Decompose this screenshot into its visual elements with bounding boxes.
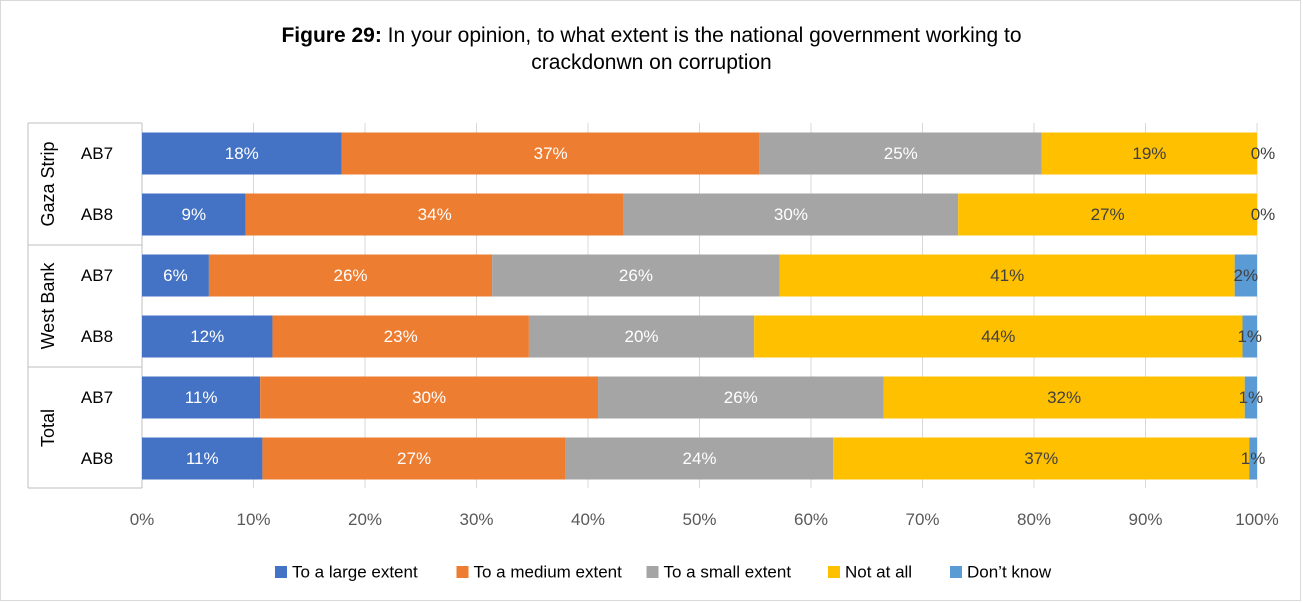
bar-segment: [598, 376, 884, 419]
group-label: Gaza Strip: [38, 141, 58, 226]
bar-segment: [142, 437, 263, 480]
bar-segment: [779, 254, 1235, 297]
bar-segment: [260, 376, 599, 419]
data-label: 1%: [1241, 449, 1266, 468]
bar-segment: [142, 254, 209, 297]
data-label: 44%: [981, 327, 1015, 346]
data-label: 2%: [1234, 266, 1259, 285]
data-label: 18%: [225, 144, 259, 163]
legend-swatch: [456, 566, 469, 578]
bar-segment: [245, 193, 624, 236]
data-label: 32%: [1047, 388, 1081, 407]
data-label: 25%: [884, 144, 918, 163]
bar-segment: [262, 437, 566, 480]
row-label: AB7: [81, 144, 113, 163]
data-label: 37%: [1024, 449, 1058, 468]
data-label: 1%: [1237, 327, 1262, 346]
data-label: 6%: [163, 266, 188, 285]
data-label: 11%: [185, 388, 218, 407]
bar-segment: [1041, 132, 1257, 175]
legend-label: To a small extent: [664, 563, 792, 582]
data-label: 37%: [534, 144, 568, 163]
row-label: AB8: [81, 449, 113, 468]
data-label: 30%: [774, 205, 808, 224]
data-label: 1%: [1239, 388, 1264, 407]
legend-swatch: [646, 566, 659, 578]
x-tick-label: 50%: [682, 510, 716, 529]
legend-label: Not at all: [845, 563, 912, 582]
bar-segment: [1249, 437, 1257, 480]
bar-segment: [1234, 254, 1257, 297]
data-label: 34%: [418, 205, 452, 224]
bar-segment: [958, 193, 1257, 236]
bar-segment: [883, 376, 1245, 419]
group-label: Total: [38, 409, 58, 447]
legend-label: To a large extent: [292, 563, 418, 582]
group-label: West Bank: [38, 262, 58, 350]
bar-segment: [142, 315, 273, 358]
legend-swatch: [950, 566, 962, 578]
row-label: AB8: [81, 327, 113, 346]
data-label: 30%: [412, 388, 446, 407]
x-tick-label: 10%: [236, 510, 270, 529]
chart-title: Figure 29: In your opinion, to what exte…: [0, 22, 1303, 76]
legend-swatch: [828, 566, 840, 578]
title-line-2: crackdonwn on corruption: [531, 51, 772, 74]
data-label: 27%: [1091, 205, 1125, 224]
bar-segment: [142, 193, 246, 236]
bar-segment: [142, 376, 261, 419]
bar-segment: [759, 132, 1042, 175]
data-label: 9%: [182, 205, 207, 224]
bar-segment: [565, 437, 834, 480]
x-tick-label: 90%: [1128, 510, 1162, 529]
data-label: 19%: [1132, 144, 1166, 163]
x-tick-label: 60%: [794, 510, 828, 529]
bar-segment: [492, 254, 780, 297]
bar-segment: [754, 315, 1243, 358]
bar-segment: [1244, 376, 1257, 419]
legend-swatch: [275, 566, 287, 578]
title-text-1: In your opinion, to what extent is the n…: [381, 24, 1022, 47]
bar-segment: [833, 437, 1250, 480]
bar-segment: [341, 132, 760, 175]
data-label: 41%: [990, 266, 1024, 285]
row-label: AB8: [81, 205, 113, 224]
x-tick-label: 0%: [130, 510, 155, 529]
data-label: 24%: [682, 449, 716, 468]
bar-segment: [528, 315, 755, 358]
data-label: 11%: [186, 449, 219, 468]
bar-segment: [208, 254, 493, 297]
x-tick-label: 30%: [459, 510, 493, 529]
row-label: AB7: [81, 266, 113, 285]
data-label: 27%: [397, 449, 431, 468]
data-label: 23%: [384, 327, 418, 346]
bar-segment: [142, 132, 342, 175]
data-label: 0%: [1251, 144, 1276, 163]
legend-label: Don’t know: [967, 563, 1052, 582]
data-label: 20%: [625, 327, 659, 346]
x-tick-label: 40%: [571, 510, 605, 529]
legend-label: To a medium extent: [474, 563, 623, 582]
data-label: 26%: [724, 388, 758, 407]
row-label: AB7: [81, 388, 113, 407]
bar-segment: [1242, 315, 1257, 358]
figure-label: Figure 29:: [281, 24, 382, 47]
data-label: 26%: [619, 266, 653, 285]
title-line-1: Figure 29: In your opinion, to what exte…: [0, 22, 1303, 49]
bar-segment: [623, 193, 959, 236]
bar-segment: [272, 315, 529, 358]
x-tick-label: 70%: [905, 510, 939, 529]
x-tick-label: 100%: [1235, 510, 1278, 529]
data-label: 26%: [333, 266, 367, 285]
data-label: 12%: [190, 327, 224, 346]
data-label: 0%: [1251, 205, 1276, 224]
x-tick-label: 20%: [348, 510, 382, 529]
x-tick-label: 80%: [1017, 510, 1051, 529]
